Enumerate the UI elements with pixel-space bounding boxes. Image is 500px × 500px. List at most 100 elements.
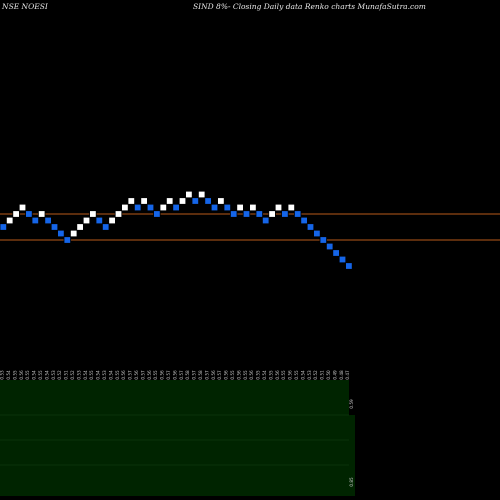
x-tick-14: 0.54 [83, 370, 88, 380]
brick-24-down [146, 203, 155, 212]
brick-51-down [319, 236, 327, 244]
brick-36-down [223, 203, 231, 212]
brick-34-down [210, 203, 219, 212]
brick-9-down [50, 223, 59, 231]
x-tick-3: 0.55 [12, 370, 17, 380]
x-tick-39: 0.55 [243, 370, 248, 380]
brick-28-down [172, 203, 180, 212]
brick-20-up [121, 203, 129, 212]
x-tick-11: 0.51 [64, 370, 69, 380]
x-tick-47: 0.55 [294, 370, 299, 380]
brick-12-up [70, 229, 78, 238]
brick-50-down [313, 229, 321, 238]
x-tick-40: 0.56 [249, 370, 254, 380]
brick-18-up [108, 216, 116, 225]
x-tick-19: 0.55 [115, 370, 120, 380]
x-tick-6: 0.54 [32, 370, 37, 380]
x-tick-5: 0.55 [25, 370, 30, 380]
x-tick-1: 0.53 [0, 370, 5, 380]
brick-26-up [159, 203, 167, 212]
x-tick-27: 0.57 [166, 370, 171, 380]
x-tick-4: 0.56 [19, 370, 24, 380]
brick-8-down [44, 216, 52, 225]
x-tick-28: 0.56 [172, 370, 177, 380]
brick-37-down [229, 210, 238, 218]
x-tick-20: 0.56 [121, 370, 126, 380]
brick-33-down [204, 197, 212, 205]
brick-19-up [114, 210, 123, 218]
x-tick-25: 0.55 [153, 370, 158, 380]
x-tick-22: 0.56 [134, 370, 139, 380]
x-tick-23: 0.57 [140, 370, 145, 380]
brick-39-down [242, 210, 251, 218]
brick-48-down [300, 216, 308, 225]
brick-23-up [140, 197, 148, 205]
x-tick-31: 0.57 [192, 370, 197, 380]
brick-49-down [306, 223, 315, 231]
brick-27-up [165, 197, 174, 205]
brick-52-down [325, 242, 334, 251]
brick-44-up [274, 203, 283, 212]
brick-5-down [25, 210, 33, 218]
x-tick-45: 0.55 [281, 370, 286, 380]
brick-32-up [197, 190, 206, 199]
brick-42-down [261, 216, 270, 225]
x-tick-18: 0.54 [108, 370, 113, 380]
x-tick-50: 0.52 [313, 370, 318, 380]
x-tick-34: 0.56 [211, 370, 216, 380]
x-tick-9: 0.53 [51, 370, 56, 380]
x-tick-21: 0.57 [128, 370, 133, 380]
brick-21-up [127, 197, 135, 205]
x-tick-48: 0.54 [300, 370, 305, 380]
x-tick-38: 0.56 [236, 370, 241, 380]
x-tick-33: 0.57 [204, 370, 209, 380]
x-tick-26: 0.56 [160, 370, 165, 380]
volume-axis-label-2: 0.85 [349, 477, 354, 487]
chart-description: SIND 8%- Closing Daily data Renko charts… [193, 2, 426, 11]
x-tick-29: 0.57 [179, 370, 184, 380]
x-tick-41: 0.55 [256, 370, 261, 380]
brick-2-up [6, 216, 14, 225]
brick-47-down [293, 210, 302, 218]
brick-14-up [82, 216, 91, 225]
brick-46-up [287, 203, 295, 212]
volume-area [0, 380, 349, 496]
brick-30-up [185, 190, 193, 199]
x-tick-16: 0.54 [96, 370, 101, 380]
volume-axis-label-1: 0.59 [349, 399, 354, 409]
symbol-label: NSE NOESI [2, 2, 48, 11]
x-tick-49: 0.53 [307, 370, 312, 380]
brick-16-down [95, 216, 103, 225]
brick-29-up [178, 197, 187, 205]
x-tick-8: 0.54 [44, 370, 49, 380]
x-tick-30: 0.58 [185, 370, 190, 380]
brick-25-down [153, 210, 161, 218]
brick-17-down [102, 223, 110, 231]
brick-11-down [63, 236, 71, 244]
x-tick-24: 0.56 [147, 370, 152, 380]
x-tick-35: 0.57 [217, 370, 222, 380]
brick-31-down [191, 197, 199, 205]
brick-54-down [338, 255, 347, 264]
brick-13-up [76, 223, 84, 231]
brick-7-up [38, 210, 46, 218]
chart-header: NSE NOESI SIND 8%- Closing Daily data Re… [0, 2, 500, 14]
brick-55-down [345, 262, 353, 270]
brick-1-down [0, 223, 7, 231]
x-tick-13: 0.53 [76, 370, 81, 380]
x-tick-labels: 0.53 0.54 0.55 0.56 0.55 0.54 0.55 0.54 0.53 0.52… [0, 370, 350, 380]
x-tick-2: 0.54 [6, 370, 11, 380]
x-tick-17: 0.53 [102, 370, 107, 380]
x-tick-53: 0.49 [332, 370, 337, 380]
brick-4-up [18, 203, 27, 212]
x-tick-7: 0.55 [38, 370, 43, 380]
x-tick-42: 0.54 [262, 370, 267, 380]
x-tick-51: 0.51 [320, 370, 325, 380]
x-tick-32: 0.58 [198, 370, 203, 380]
x-tick-10: 0.52 [57, 370, 62, 380]
brick-40-up [249, 203, 257, 212]
renko-bricks [0, 190, 353, 270]
brick-6-down [31, 216, 39, 225]
x-tick-44: 0.56 [275, 370, 280, 380]
